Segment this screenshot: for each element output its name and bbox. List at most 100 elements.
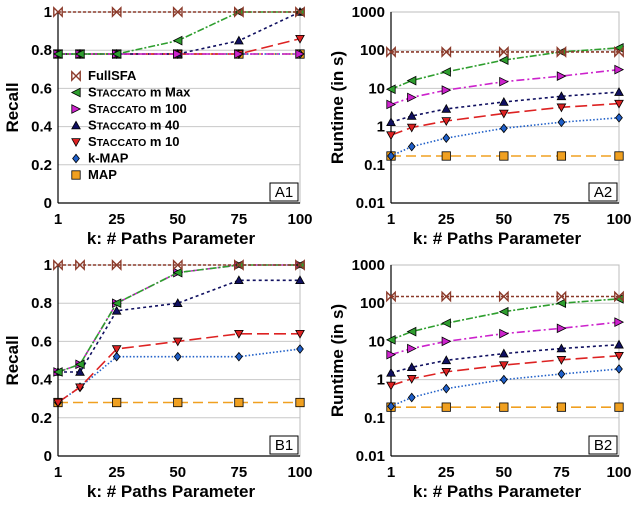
data-point [614, 402, 624, 412]
x-tick-label: 1 [387, 464, 395, 481]
y-tick-label: 0.8 [31, 42, 52, 59]
plot-frame [390, 11, 620, 204]
series-staccato-m-40 [386, 339, 624, 377]
series-line [390, 355, 620, 387]
y-tick-label: 1 [377, 372, 385, 389]
legend-entry: STACCATO m 100 [71, 101, 187, 116]
x-tick-label: 50 [496, 464, 513, 481]
y-tick-label: 0.01 [356, 448, 385, 465]
x-tick-label: 1 [54, 464, 62, 481]
y-tick-label: 0.6 [31, 80, 52, 97]
y-tick-label: 0.2 [31, 157, 52, 174]
data-point [407, 141, 416, 152]
data-point [615, 112, 623, 123]
x-axis-label: k: # Paths Parameter [413, 229, 582, 248]
series-fullsfa [386, 290, 624, 303]
series-map [386, 402, 624, 412]
data-point [556, 151, 567, 161]
x-tick-label: 75 [231, 464, 248, 481]
x-tick-label: 1 [387, 211, 395, 228]
panel-tag-label: B1 [275, 437, 293, 454]
x-tick-label: 25 [438, 464, 455, 481]
data-point [442, 133, 451, 143]
data-point [172, 259, 183, 271]
y-tick-label: 10 [368, 80, 385, 97]
data-point [441, 290, 452, 303]
legend-marker [71, 120, 81, 130]
data-point [441, 85, 452, 95]
y-tick-label: 1 [44, 4, 52, 21]
data-point [441, 117, 452, 127]
data-point [386, 349, 397, 360]
series-staccato-m-10 [53, 329, 305, 408]
series-staccato-m-40 [386, 87, 624, 127]
series-staccato-m-100 [386, 64, 625, 110]
data-point [442, 383, 451, 394]
data-point [614, 64, 625, 75]
y-tick-label: 100 [360, 295, 385, 312]
data-point [111, 305, 122, 315]
data-point [406, 375, 417, 384]
data-point [498, 348, 509, 358]
data-point [386, 46, 396, 58]
data-point [172, 267, 183, 278]
data-point [614, 290, 624, 303]
data-point [556, 323, 567, 334]
y-axis-label: Recall [3, 82, 22, 132]
data-point [295, 397, 305, 408]
data-point [499, 76, 509, 87]
data-point [235, 351, 243, 362]
data-point [499, 151, 509, 161]
plot-frame [390, 264, 620, 457]
data-point [295, 329, 305, 339]
legend-marker [70, 87, 81, 98]
x-tick-label: 50 [169, 211, 186, 228]
x-tick-label: 75 [231, 211, 248, 228]
data-point [112, 397, 122, 408]
x-tick-label: 100 [287, 464, 312, 481]
x-tick-label: 100 [606, 211, 631, 228]
legend-entry: STACCATO m Max [70, 85, 191, 100]
data-point [499, 374, 508, 385]
data-point [172, 35, 183, 46]
legend-label: STACCATO m Max [88, 85, 191, 100]
data-point [498, 361, 509, 371]
y-tick-label: 0.2 [31, 410, 52, 427]
y-tick-label: 0.4 [31, 372, 53, 389]
data-point [614, 99, 624, 109]
series-line [390, 321, 620, 356]
data-point [233, 259, 244, 271]
y-tick-label: 0.1 [364, 157, 385, 174]
series-line [390, 102, 620, 136]
legend-marker [71, 170, 81, 180]
data-point [407, 343, 417, 354]
data-point [406, 110, 417, 120]
y-tick-label: 0.6 [31, 333, 52, 350]
panel-tag-label: B2 [594, 437, 612, 454]
x-tick-label: 50 [496, 211, 513, 228]
y-tick-label: 0 [44, 195, 52, 212]
data-point [53, 259, 63, 271]
data-point [75, 383, 85, 393]
data-point [556, 402, 567, 412]
legend-entry: STACCATO m 10 [71, 134, 180, 149]
data-point [441, 355, 452, 365]
legend-label: STACCATO m 10 [88, 134, 180, 149]
panel-tag-box [269, 182, 299, 202]
data-point [52, 49, 63, 59]
series-fullsfa [386, 46, 624, 58]
data-point [111, 259, 122, 271]
data-point [557, 369, 566, 379]
data-point [111, 49, 122, 59]
series-fullsfa [53, 259, 305, 271]
data-point [556, 71, 567, 81]
data-point [556, 103, 567, 113]
data-point [556, 298, 567, 309]
panel-tag-box [588, 182, 618, 202]
data-point [441, 402, 451, 412]
data-point [498, 55, 509, 65]
y-axis-label: Runtime (in s) [328, 304, 347, 417]
legend-label: MAP [88, 167, 117, 182]
series-staccato-m-max [385, 294, 624, 345]
data-point [386, 381, 396, 391]
